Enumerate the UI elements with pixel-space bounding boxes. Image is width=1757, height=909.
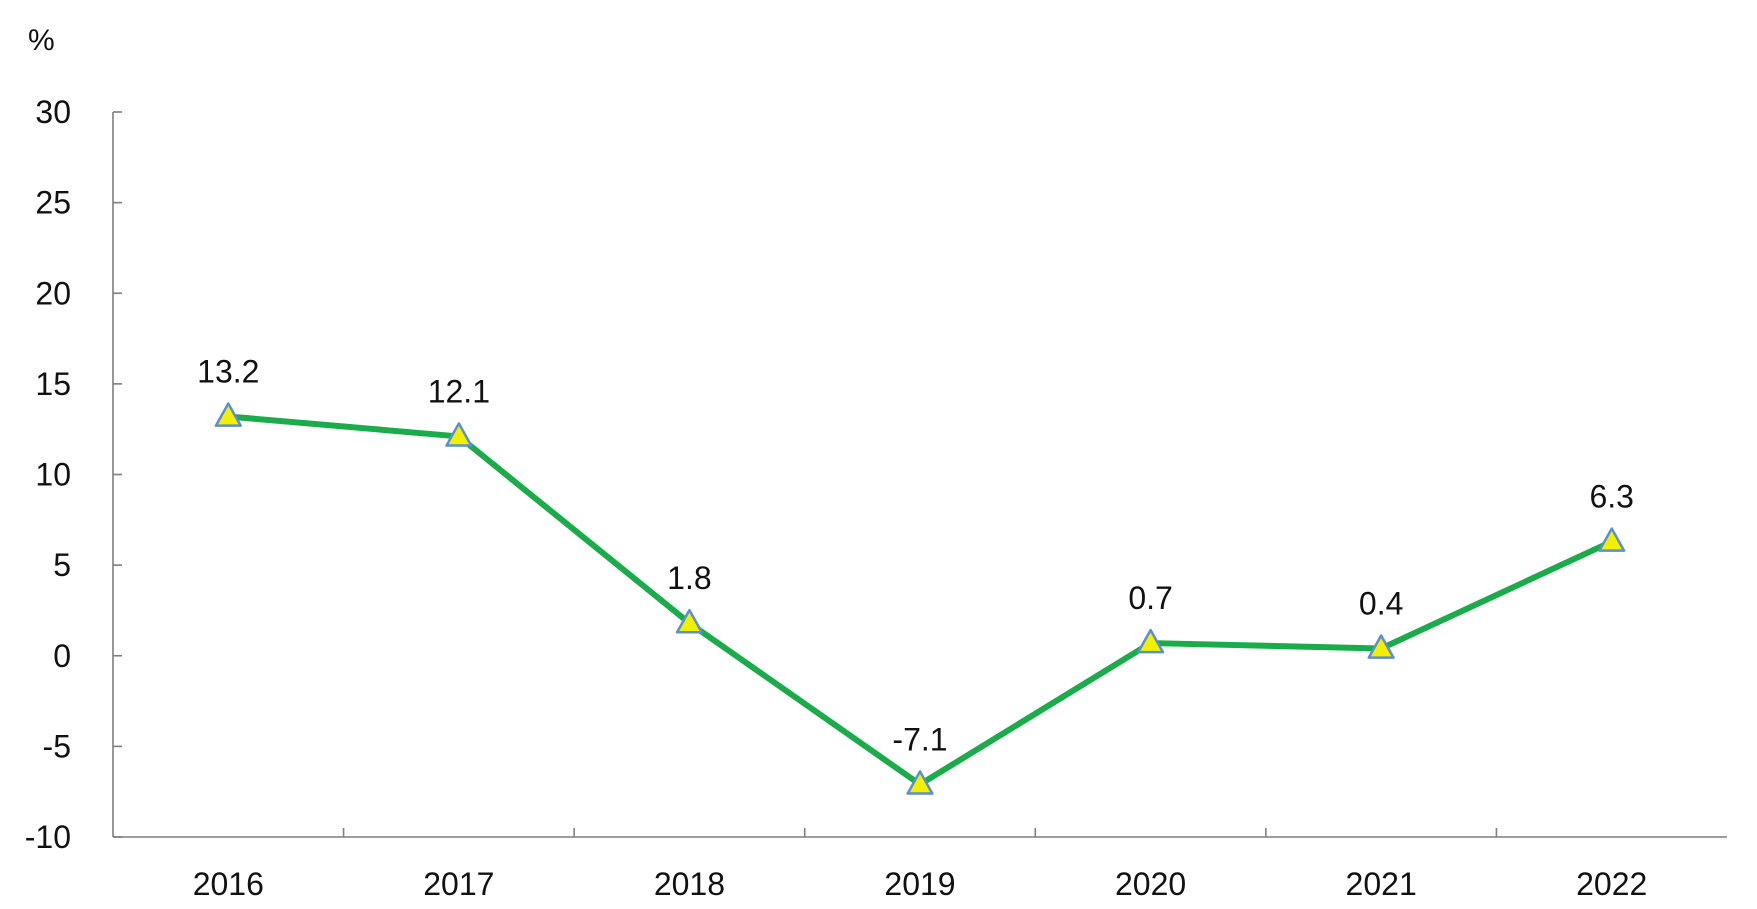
- data-label: 6.3: [1589, 479, 1633, 515]
- data-point-marker: [214, 402, 242, 427]
- data-point-marker: [445, 422, 473, 447]
- y-tick-label: 5: [53, 547, 71, 583]
- x-tick-label: 2022: [1576, 866, 1647, 902]
- data-point-marker: [675, 608, 704, 634]
- data-label: -7.1: [892, 721, 947, 757]
- data-label: 0.4: [1359, 586, 1403, 622]
- x-tick-label: 2020: [1115, 866, 1186, 902]
- data-label: 13.2: [197, 354, 259, 390]
- x-tick-label: 2019: [884, 866, 955, 902]
- x-tick-label: 2017: [423, 866, 494, 902]
- y-tick-label: -5: [43, 728, 71, 764]
- y-tick-label: -10: [25, 819, 71, 855]
- x-tick-label: 2016: [193, 866, 264, 902]
- data-point-marker: [1367, 634, 1395, 659]
- y-tick-label: 20: [35, 275, 71, 311]
- data-point-marker: [906, 770, 934, 795]
- y-tick-label: 30: [35, 94, 71, 130]
- data-point-marker: [1598, 527, 1626, 552]
- x-tick-label: 2018: [654, 866, 725, 902]
- y-tick-label: 15: [35, 366, 71, 402]
- y-tick-label: 0: [53, 638, 71, 674]
- axes: 30 25 20 15 10 5 0 -5 -10 2016 2017 2018 2019 2020 202…: [25, 94, 1727, 902]
- series-layer: 13.2 12.1 1.8 -7.1 0.7 0.4 6.3: [197, 354, 1634, 795]
- y-tick-label: 25: [35, 185, 71, 221]
- data-label: 0.7: [1128, 580, 1172, 616]
- y-axis-unit-label: %: [28, 24, 55, 57]
- data-point-marker: [1136, 628, 1165, 654]
- data-label: 1.8: [667, 560, 711, 596]
- x-tick-label: 2021: [1346, 866, 1417, 902]
- y-tick-label: 10: [35, 457, 71, 493]
- data-label: 12.1: [428, 373, 490, 409]
